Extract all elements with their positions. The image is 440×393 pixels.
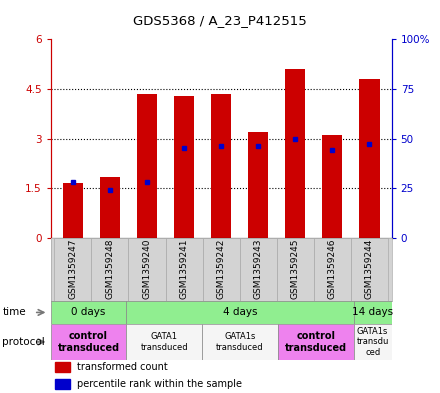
Text: 0 days: 0 days (71, 307, 106, 318)
Text: transformed count: transformed count (77, 362, 168, 372)
Bar (351, 238, 388, 301)
Bar (322, 135, 342, 238)
Text: GSM1359243: GSM1359243 (254, 239, 263, 299)
Bar (202, 238, 240, 301)
Text: GSM1359245: GSM1359245 (291, 239, 300, 299)
Text: percentile rank within the sample: percentile rank within the sample (77, 379, 242, 389)
Text: GDS5368 / A_23_P412515: GDS5368 / A_23_P412515 (133, 14, 307, 27)
Text: GSM1359246: GSM1359246 (328, 239, 337, 299)
Bar (277, 238, 314, 301)
Text: GSM1359248: GSM1359248 (106, 239, 114, 299)
Text: GATA1
transduced: GATA1 transduced (140, 332, 188, 352)
Text: GSM1359240: GSM1359240 (143, 239, 151, 299)
Bar (314, 238, 351, 301)
Bar (354, 324, 392, 360)
Bar (126, 324, 202, 360)
Text: 4 days: 4 days (223, 307, 257, 318)
Bar (51, 324, 126, 360)
Bar (174, 95, 194, 238)
Text: GSM1359241: GSM1359241 (180, 239, 188, 299)
Text: control
transduced: control transduced (285, 331, 347, 353)
Bar (137, 94, 157, 238)
Bar (211, 94, 231, 238)
Bar (55, 379, 70, 389)
Text: GSM1359247: GSM1359247 (68, 239, 77, 299)
Bar (54, 238, 92, 301)
Bar (278, 324, 354, 360)
Bar (55, 362, 70, 372)
Text: protocol: protocol (2, 337, 45, 347)
Bar (202, 324, 278, 360)
Text: GSM1359244: GSM1359244 (365, 239, 374, 299)
Bar (100, 176, 120, 238)
Bar (285, 69, 305, 238)
Text: GATA1s
transduced: GATA1s transduced (216, 332, 264, 352)
Bar (248, 132, 268, 238)
Bar (126, 301, 354, 324)
Text: GATA1s
transdu
ced: GATA1s transdu ced (356, 327, 389, 357)
Bar (92, 238, 128, 301)
Bar (359, 79, 380, 238)
Bar (51, 301, 126, 324)
Text: 14 days: 14 days (352, 307, 393, 318)
Bar (240, 238, 277, 301)
Bar (128, 238, 165, 301)
Bar (62, 183, 83, 238)
Text: control
transduced: control transduced (58, 331, 120, 353)
Text: time: time (2, 307, 26, 318)
Text: GSM1359242: GSM1359242 (216, 239, 226, 299)
Bar (165, 238, 202, 301)
Bar (354, 301, 392, 324)
